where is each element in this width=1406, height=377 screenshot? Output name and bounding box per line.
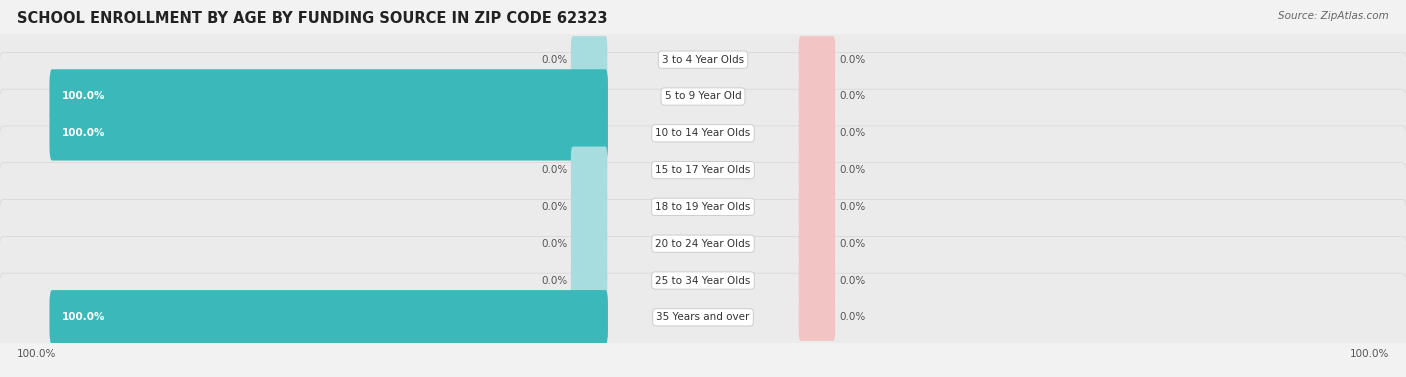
FancyBboxPatch shape <box>799 257 835 304</box>
Text: 15 to 17 Year Olds: 15 to 17 Year Olds <box>655 165 751 175</box>
FancyBboxPatch shape <box>571 36 607 83</box>
Text: 0.0%: 0.0% <box>541 202 568 212</box>
Text: 0.0%: 0.0% <box>839 92 866 101</box>
FancyBboxPatch shape <box>571 220 607 267</box>
Text: 100.0%: 100.0% <box>1350 349 1389 359</box>
Text: 0.0%: 0.0% <box>541 55 568 65</box>
FancyBboxPatch shape <box>0 126 1406 214</box>
FancyBboxPatch shape <box>0 89 1406 178</box>
Text: 25 to 34 Year Olds: 25 to 34 Year Olds <box>655 276 751 285</box>
Text: 100.0%: 100.0% <box>17 349 56 359</box>
Text: 0.0%: 0.0% <box>541 276 568 285</box>
Text: 10 to 14 Year Olds: 10 to 14 Year Olds <box>655 128 751 138</box>
Text: 0.0%: 0.0% <box>839 276 866 285</box>
Text: 100.0%: 100.0% <box>62 312 105 322</box>
FancyBboxPatch shape <box>571 257 607 304</box>
FancyBboxPatch shape <box>799 73 835 120</box>
FancyBboxPatch shape <box>0 236 1406 325</box>
Text: 0.0%: 0.0% <box>839 128 866 138</box>
FancyBboxPatch shape <box>49 106 607 161</box>
FancyBboxPatch shape <box>799 294 835 341</box>
Text: 0.0%: 0.0% <box>839 55 866 65</box>
Text: SCHOOL ENROLLMENT BY AGE BY FUNDING SOURCE IN ZIP CODE 62323: SCHOOL ENROLLMENT BY AGE BY FUNDING SOUR… <box>17 11 607 26</box>
FancyBboxPatch shape <box>799 183 835 230</box>
FancyBboxPatch shape <box>0 52 1406 141</box>
Text: 0.0%: 0.0% <box>839 165 866 175</box>
FancyBboxPatch shape <box>799 147 835 194</box>
FancyBboxPatch shape <box>571 183 607 230</box>
Text: 0.0%: 0.0% <box>839 239 866 249</box>
Text: 3 to 4 Year Olds: 3 to 4 Year Olds <box>662 55 744 65</box>
Text: 100.0%: 100.0% <box>62 92 105 101</box>
Text: 0.0%: 0.0% <box>541 165 568 175</box>
FancyBboxPatch shape <box>0 273 1406 362</box>
Text: Source: ZipAtlas.com: Source: ZipAtlas.com <box>1278 11 1389 21</box>
Text: 35 Years and over: 35 Years and over <box>657 312 749 322</box>
Text: 0.0%: 0.0% <box>839 312 866 322</box>
FancyBboxPatch shape <box>799 220 835 267</box>
FancyBboxPatch shape <box>0 163 1406 251</box>
Text: 20 to 24 Year Olds: 20 to 24 Year Olds <box>655 239 751 249</box>
Text: 18 to 19 Year Olds: 18 to 19 Year Olds <box>655 202 751 212</box>
FancyBboxPatch shape <box>49 69 607 124</box>
FancyBboxPatch shape <box>799 110 835 157</box>
FancyBboxPatch shape <box>0 15 1406 104</box>
FancyBboxPatch shape <box>0 199 1406 288</box>
Text: 100.0%: 100.0% <box>62 128 105 138</box>
FancyBboxPatch shape <box>799 36 835 83</box>
Text: 0.0%: 0.0% <box>541 239 568 249</box>
FancyBboxPatch shape <box>49 290 607 345</box>
Text: 0.0%: 0.0% <box>839 202 866 212</box>
FancyBboxPatch shape <box>571 147 607 194</box>
Text: 5 to 9 Year Old: 5 to 9 Year Old <box>665 92 741 101</box>
